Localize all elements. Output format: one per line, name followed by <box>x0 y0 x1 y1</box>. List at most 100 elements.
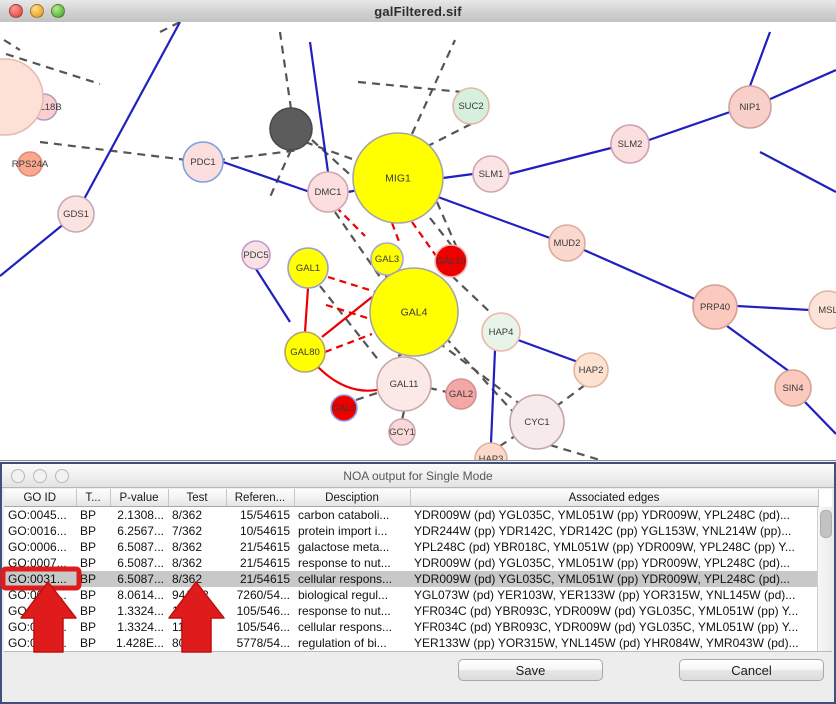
node-circle[interactable] <box>287 247 329 289</box>
column-header-test[interactable]: Test <box>168 489 227 507</box>
graph-node-mud2[interactable]: MUD2 <box>548 224 586 262</box>
table-row[interactable]: GO:0045... BP 2.1308... 8/362 15/54615 carbon… <box>4 507 818 524</box>
graph-node-slm2[interactable]: SLM2 <box>610 124 650 164</box>
reference-cell: 105/546... <box>236 604 290 618</box>
graph-node-suc2[interactable]: SUC2 <box>452 87 490 125</box>
node-circle[interactable] <box>17 151 43 177</box>
node-label: HAP2 <box>579 365 604 376</box>
node-circle[interactable] <box>0 58 44 136</box>
graph-node-slm1[interactable]: SLM1 <box>472 155 510 193</box>
table-row[interactable]: GO:0031... BP 1.3324... 11/362 105/546... res… <box>4 603 818 619</box>
node-circle[interactable] <box>481 312 521 352</box>
graph-node-gal10[interactable]: GAL10 <box>434 244 468 278</box>
node-circle[interactable] <box>57 195 95 233</box>
table-row[interactable]: GO:0031... BP 6.5087... 8/362 21/54615 cellul… <box>4 571 818 587</box>
graph-node-gal1[interactable]: GAL1 <box>287 247 329 289</box>
node-circle[interactable] <box>728 85 772 129</box>
table-row[interactable]: GO:0065... BP 8.0614... 94/362 7260/54... bio… <box>4 587 818 603</box>
node-circle[interactable] <box>241 240 271 270</box>
graph-node-msl5[interactable]: MSL <box>808 290 836 330</box>
table-row[interactable]: GO:0007... BP 6.5087... 8/362 21/54615 respon… <box>4 555 818 571</box>
graph-node-gal11[interactable]: GAL11 <box>376 356 432 412</box>
node-circle[interactable] <box>774 369 812 407</box>
node-label: CYC1 <box>524 417 549 428</box>
node-circle[interactable] <box>369 267 459 357</box>
minimize-button[interactable] <box>30 4 44 18</box>
column-header-description[interactable]: Desciption <box>294 489 411 507</box>
graph-node-pdc5[interactable]: PDC5 <box>241 240 271 270</box>
graph-node-gal80[interactable]: GAL80 <box>284 331 326 373</box>
save-button[interactable]: Save <box>458 659 603 681</box>
node-circle[interactable] <box>182 141 224 183</box>
close-button[interactable] <box>9 4 23 18</box>
network-graph-canvas[interactable]: .pp { stroke:#2020c0; stroke-width:2.2; … <box>0 22 836 460</box>
node-circle[interactable] <box>307 171 349 213</box>
node-circle[interactable] <box>445 378 477 410</box>
graph-node-gcy1[interactable]: GCY1 <box>388 418 416 446</box>
column-header-associated-edges[interactable]: Associated edges <box>410 489 819 507</box>
graph-node-gal2[interactable]: GAL2 <box>445 378 477 410</box>
graph-node-rps24a[interactable]: RPS24A <box>12 151 49 177</box>
graph-node-gds1[interactable]: GDS1 <box>57 195 95 233</box>
graph-nodes[interactable]: RPL18B RPS24A GDS1 PDC1 PDC5 DMC1 SUC2 MIG1 SLM1… <box>0 58 836 460</box>
graph-node-hap2[interactable]: HAP2 <box>573 352 609 388</box>
node-circle[interactable] <box>452 87 490 125</box>
graph-node-dmc1[interactable]: DMC1 <box>307 171 349 213</box>
graph-node-gal7[interactable]: GAL7 <box>330 394 358 422</box>
table-row[interactable]: GO:0050... BP 1.428E... 80/362 5778/54... reg… <box>4 635 818 651</box>
node-label: GAL3 <box>375 254 399 265</box>
table-vertical-scrollbar[interactable] <box>817 507 832 651</box>
column-header-pvalue[interactable]: P-value <box>110 489 169 507</box>
dialog-minimize-button[interactable] <box>33 468 47 483</box>
graph-node-prp40[interactable]: PRP40 <box>692 284 738 330</box>
results-table[interactable]: GO ID T... P-value Test Referen... Desci… <box>4 489 819 651</box>
node-circle[interactable] <box>352 132 444 224</box>
reference-cell: 15/54615 <box>239 508 290 522</box>
graph-node-gray[interactable] <box>269 107 313 151</box>
table-scrollbar-thumb[interactable] <box>820 510 832 538</box>
node-circle[interactable] <box>376 356 432 412</box>
graph-node-hap4[interactable]: HAP4 <box>481 312 521 352</box>
node-circle[interactable] <box>370 242 404 276</box>
node-circle[interactable] <box>474 442 508 460</box>
node-circle[interactable] <box>472 155 510 193</box>
node-circle[interactable] <box>509 394 565 450</box>
node-circle[interactable] <box>808 290 836 330</box>
dialog-close-button[interactable] <box>11 468 25 483</box>
node-circle[interactable] <box>434 244 468 278</box>
node-circle[interactable] <box>692 284 738 330</box>
column-header-reference[interactable]: Referen... <box>226 489 295 507</box>
node-label: MSL <box>818 305 836 316</box>
graph-node-mig1[interactable]: MIG1 <box>352 132 444 224</box>
results-table-body[interactable]: GO:0045... BP 2.1308... 8/362 15/54615 carbon… <box>4 507 818 652</box>
graph-node-gal3[interactable]: GAL3 <box>370 242 404 276</box>
node-circle[interactable] <box>330 394 358 422</box>
dialog-zoom-button[interactable] <box>55 468 69 483</box>
associated-edges-cell: YDR009W (pd) YGL035C, YML051W (pp) YDR00… <box>414 508 790 522</box>
node-circle[interactable] <box>388 418 416 446</box>
table-row[interactable]: GO:0016... BP 6.2567... 7/362 10/54615 protei… <box>4 523 818 539</box>
zoom-button[interactable] <box>51 4 65 18</box>
table-row[interactable]: GO:0006... BP 6.5087... 8/362 21/54615 galact… <box>4 539 818 555</box>
node-label: GAL2 <box>449 389 473 400</box>
graph-node-gal4[interactable]: GAL4 <box>369 267 459 357</box>
column-header-go-id[interactable]: GO ID <box>4 489 77 507</box>
node-circle[interactable] <box>573 352 609 388</box>
node-circle[interactable] <box>284 331 326 373</box>
cancel-button[interactable]: Cancel <box>679 659 824 681</box>
graph-node-hap3[interactable]: HAP3 <box>474 442 508 460</box>
graph-node-nip1[interactable]: NIP1 <box>728 85 772 129</box>
column-header-type[interactable]: T... <box>76 489 111 507</box>
table-row[interactable]: GO:0031... BP 1.3324... 11/362 105/546... cel… <box>4 619 818 635</box>
graph-node-cyc1[interactable]: CYC1 <box>509 394 565 450</box>
network-graph-svg[interactable]: .pp { stroke:#2020c0; stroke-width:2.2; … <box>0 22 836 460</box>
results-table-container[interactable]: GO ID T... P-value Test Referen... Desci… <box>4 489 832 652</box>
node-circle[interactable] <box>548 224 586 262</box>
node-circle[interactable] <box>610 124 650 164</box>
node-label: GAL4 <box>401 306 428 318</box>
graph-node-pdc1[interactable]: PDC1 <box>182 141 224 183</box>
graph-node-sin4[interactable]: SIN4 <box>774 369 812 407</box>
graph-node-bigpink[interactable] <box>0 58 44 136</box>
node-circle[interactable] <box>269 107 313 151</box>
